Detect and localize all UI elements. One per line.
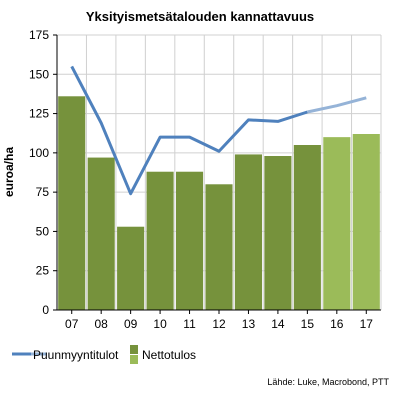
y-tick-label: 100 (29, 146, 49, 160)
chart-title: Yksityismetsätalouden kannattavuus (86, 9, 314, 24)
bar (264, 156, 292, 310)
line-series-puunmyyntitulot (70, 65, 367, 196)
x-tick-label: 11 (183, 317, 196, 331)
y-tick-label: 150 (29, 67, 49, 81)
bar (87, 157, 115, 310)
bar (293, 145, 321, 310)
bar (352, 134, 380, 310)
x-tick-label: 15 (301, 317, 315, 331)
y-tick-label: 75 (36, 185, 50, 199)
x-tick-labels: 07 08 09 10 11 12 13 14 15 16 17 (65, 317, 373, 331)
y-axis-label: euroa/ha (2, 147, 16, 197)
line-actual (70, 65, 308, 196)
x-tick-label: 07 (65, 317, 79, 331)
y-tick-label: 175 (29, 28, 49, 42)
bar (175, 171, 204, 310)
y-tick-label: 25 (36, 264, 50, 278)
legend-label-nettotulos: Nettotulos (142, 348, 196, 362)
x-tick-label: 13 (242, 317, 256, 331)
legend-bar-swatch (130, 345, 138, 354)
y-tick-label: 50 (36, 224, 50, 238)
x-tick-label: 14 (271, 317, 285, 331)
bar (146, 171, 174, 310)
y-tick-label: 0 (42, 303, 49, 317)
legend-label-puunmyyntitulot: Puunmyyntitulot (33, 348, 119, 362)
legend: Puunmyyntitulot Nettotulos (12, 345, 196, 364)
y-tick-labels: 0 25 50 75 100 125 150 175 (29, 28, 49, 317)
x-tick-label: 10 (153, 317, 167, 331)
axes (53, 34, 381, 314)
bar-series-nettotulos (58, 96, 380, 311)
x-tick-label: 09 (124, 317, 138, 331)
line-forecast (307, 96, 367, 114)
bar (205, 184, 233, 310)
x-tick-label: 08 (95, 317, 109, 331)
bar (117, 226, 145, 310)
x-tick-label: 12 (212, 317, 226, 331)
x-tick-label: 16 (330, 317, 344, 331)
source-note: Lähde: Luke, Macrobond, PTT (267, 377, 389, 387)
bar (323, 137, 351, 310)
legend-bar-forecast-swatch (130, 355, 138, 364)
x-tick-label: 17 (360, 317, 374, 331)
bar (234, 154, 263, 310)
bar (58, 96, 86, 311)
y-tick-label: 125 (29, 107, 49, 121)
